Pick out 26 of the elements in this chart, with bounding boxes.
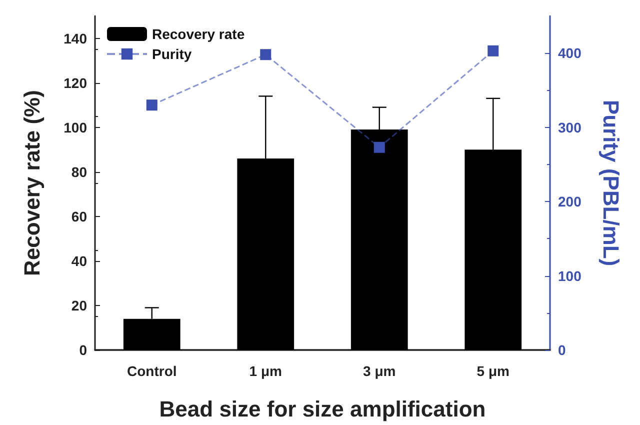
legend-label: Recovery rate bbox=[152, 26, 245, 42]
y-tick-label: 140 bbox=[64, 30, 88, 46]
x-tick-label: 1 μm bbox=[249, 363, 282, 379]
point bbox=[374, 142, 385, 153]
point bbox=[488, 45, 499, 56]
y2-tick-label: 0 bbox=[558, 342, 566, 358]
y-tick-label: 20 bbox=[71, 297, 88, 314]
x-tick-label: 3 μm bbox=[363, 363, 396, 379]
y2-tick-label: 100 bbox=[558, 268, 582, 284]
y-tick-label: 60 bbox=[71, 208, 88, 224]
y-tick-label: 120 bbox=[64, 74, 88, 91]
point bbox=[146, 100, 158, 111]
point bbox=[260, 49, 272, 60]
x-axis-title: Bead size for size amplification bbox=[159, 396, 486, 422]
x-tick-label: Control bbox=[126, 363, 177, 379]
legend-label: Purity bbox=[152, 46, 192, 62]
y2-tick-label: 300 bbox=[558, 119, 582, 136]
y-tick-label: 40 bbox=[71, 252, 88, 269]
y-tick-label: 100 bbox=[64, 119, 88, 136]
y2-tick-label: 400 bbox=[558, 45, 582, 62]
y-tick-label: 80 bbox=[71, 164, 88, 180]
y2-axis-title: Purity (PBL/mL) bbox=[598, 100, 624, 266]
y-tick-label: 0 bbox=[79, 342, 88, 358]
x-tick-label: 5 μm bbox=[476, 363, 510, 379]
y2-tick-label: 200 bbox=[558, 194, 582, 210]
y-axis-title: Recovery rate (%) bbox=[20, 90, 44, 276]
